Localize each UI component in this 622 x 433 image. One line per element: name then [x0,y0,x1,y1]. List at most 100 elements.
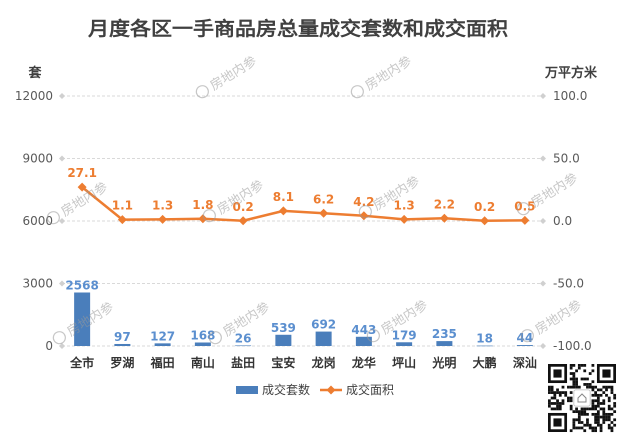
right-axis-tick-label: -50.0 [553,277,584,291]
qr-module [580,421,584,424]
qr-module [569,364,573,367]
qr-module [594,399,598,403]
qr-module [596,388,600,392]
line-value-label: 6.2 [313,192,334,206]
left-axis-tick-label: 0 [45,339,53,353]
right-axis-tick-label: 50.0 [553,152,580,166]
qr-module [572,374,576,378]
qr-module [577,426,581,430]
qr-module [569,429,573,433]
gridline-end-marker [59,93,65,99]
chart-title: 月度各区一手商品房总量成交套数和成交面积 [87,17,508,40]
qr-module [580,426,584,430]
qr-module [594,391,598,394]
qr-module [602,391,606,394]
qr-module [586,423,589,427]
qr-logo-frame [573,389,591,407]
qr-module [569,372,573,375]
qr-module [583,377,587,381]
qr-module [596,402,600,405]
qr-finder-pattern [553,369,562,378]
qr-module [583,410,587,414]
gridline-end-marker [59,155,65,162]
qr-module [550,391,554,394]
bar [275,334,292,346]
qr-module [607,404,611,408]
qr-module [596,423,600,427]
qr-module [599,402,603,405]
qr-module [553,402,557,405]
qr-module [596,404,600,408]
line-value-label: 1.1 [112,199,133,213]
bar [74,292,91,346]
qr-module [596,418,600,422]
qr-module [610,385,614,389]
qr-module [607,418,611,422]
qr-module [556,399,559,403]
qr-module [583,423,587,427]
line-point-marker [319,208,329,218]
legend: 成交套数 成交面积 [236,382,394,397]
qr-module [594,407,598,411]
qr-module [553,391,557,394]
qr-module [610,412,614,416]
qr-module [607,385,611,389]
qr-module [602,412,606,416]
qr-module [569,396,573,400]
qr-module [572,423,576,427]
line-value-label: 1.3 [393,198,414,212]
bar-value-label: 692 [311,318,336,332]
line-point-marker [520,215,530,225]
bar-value-label: 2568 [65,279,98,293]
qr-module [575,426,578,430]
qr-module [594,393,598,397]
qr-module [607,407,611,411]
line-value-label: 2.2 [434,197,455,211]
qr-module [605,388,608,392]
qr-module [583,369,587,373]
qr-module [594,418,598,422]
qr-module [575,410,578,414]
qr-module [572,410,576,414]
data-labels: 2568 97 127 168 26 539 692 443 179 235 18 44 27.1 1.1… [65,166,535,346]
qr-module [569,366,573,370]
qr-module [550,407,554,411]
gridline-end-marker [59,343,65,349]
qr-module [553,393,557,397]
qr-module [548,402,551,405]
qr-module [583,383,587,386]
qr-module [586,377,589,381]
x-axis-category-label: 龙华 [352,355,376,370]
qr-module [602,415,606,419]
qr-module [591,385,595,389]
qr-module [572,421,576,424]
qr-module [550,385,554,389]
right-axis-tick-label: 0.0 [553,214,572,228]
gridline-end-marker [540,218,546,224]
qr-module [556,391,559,394]
qr-module [580,412,584,416]
qr-module [602,418,606,422]
qr-module [599,415,603,419]
qr-module [610,388,614,392]
qr-module [583,429,587,433]
line-point-marker [278,206,288,216]
qr-module [553,396,557,400]
qr-module [556,402,559,405]
bar-value-label: 44 [517,331,534,345]
qr-module [586,412,589,416]
qr-module [594,385,598,389]
qr-module [605,412,608,416]
bar-value-label: 168 [190,329,215,343]
qr-module [569,377,573,381]
x-axis-category-label: 盐田 [231,355,255,370]
qr-module [583,364,587,367]
qr-module [594,421,598,424]
qr-module [602,407,606,411]
qr-module [572,385,576,389]
qr-module [610,429,614,433]
qr-module [588,426,592,430]
qr-module [610,407,614,411]
bar-value-label: 443 [351,323,376,337]
